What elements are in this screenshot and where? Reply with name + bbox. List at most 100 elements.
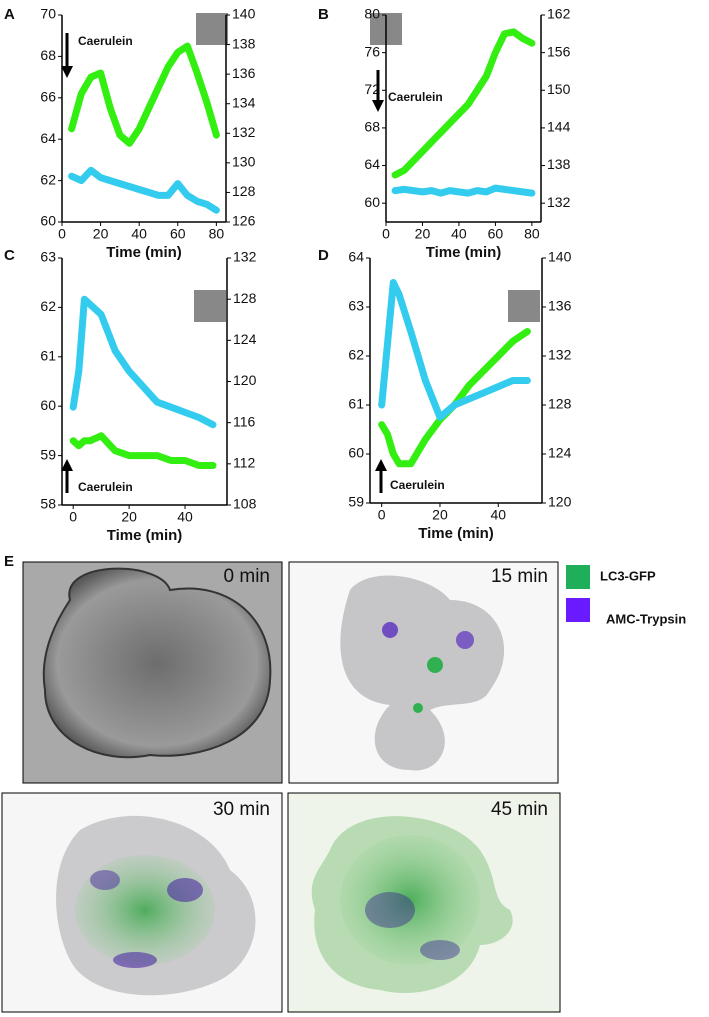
x-axis-label: Time (min) bbox=[418, 525, 494, 542]
y2-tick-label: 138 bbox=[547, 156, 571, 172]
y2-tick-label: 132 bbox=[547, 194, 571, 210]
y-tick-label: 59 bbox=[348, 494, 364, 510]
x-tick-label: 60 bbox=[170, 226, 186, 242]
x-tick-label: 40 bbox=[451, 226, 467, 242]
x-axis-label: Time (min) bbox=[106, 244, 182, 261]
micrograph-45 bbox=[287, 792, 561, 1013]
y-tick-label: 76 bbox=[364, 43, 380, 59]
y2-tick-label: 128 bbox=[232, 183, 256, 199]
micrograph-15 bbox=[288, 561, 559, 784]
thumbnail bbox=[194, 290, 226, 322]
image-time-label: 0 min bbox=[224, 566, 270, 587]
x-tick-label: 40 bbox=[131, 226, 147, 242]
y-tick-label: 62 bbox=[348, 347, 364, 363]
x-tick-label: 80 bbox=[209, 226, 225, 242]
image-time-label: 15 min bbox=[491, 566, 548, 587]
y-tick-label: 62 bbox=[40, 298, 56, 314]
y-tick-label: 64 bbox=[364, 156, 380, 172]
y2-tick-label: 130 bbox=[232, 154, 256, 170]
y2-tick-label: 150 bbox=[547, 81, 571, 97]
x-tick-label: 20 bbox=[415, 226, 431, 242]
data-line bbox=[391, 28, 536, 179]
y-tick-label: 61 bbox=[348, 396, 364, 412]
panel-label: D bbox=[318, 247, 329, 264]
y-tick-label: 61 bbox=[40, 348, 56, 364]
y2-tick-label: 120 bbox=[548, 494, 572, 510]
y-tick-label: 63 bbox=[348, 298, 364, 314]
annotation: Caerulein bbox=[388, 90, 443, 104]
y-tick-label: 58 bbox=[40, 496, 56, 512]
y-tick-label: 60 bbox=[40, 397, 56, 413]
y2-tick-label: 162 bbox=[547, 6, 571, 22]
x-tick-label: 20 bbox=[432, 507, 448, 523]
y-tick-label: 62 bbox=[40, 171, 56, 187]
panel-label: C bbox=[4, 247, 15, 264]
y2-tick-label: 136 bbox=[548, 298, 572, 314]
thumbnail bbox=[508, 290, 540, 322]
data-line bbox=[69, 295, 217, 429]
x-tick-label: 0 bbox=[58, 226, 66, 242]
y2-tick-label: 128 bbox=[233, 290, 257, 306]
y2-tick-label: 156 bbox=[547, 43, 571, 59]
y-tick-label: 70 bbox=[40, 6, 56, 22]
x-axis-label: Time (min) bbox=[107, 527, 183, 544]
image-time-label: 30 min bbox=[213, 799, 270, 820]
y-tick-label: 63 bbox=[40, 249, 56, 265]
micrograph-30 bbox=[1, 792, 283, 1013]
panel-label: B bbox=[318, 6, 329, 23]
y-tick-label: 64 bbox=[348, 249, 364, 265]
y2-tick-label: 126 bbox=[232, 213, 256, 229]
y2-tick-label: 136 bbox=[232, 65, 256, 81]
x-tick-label: 20 bbox=[93, 226, 109, 242]
image-time-label: 45 min bbox=[491, 799, 548, 820]
panel-label: A bbox=[4, 6, 15, 23]
y2-tick-label: 112 bbox=[233, 455, 256, 471]
y-tick-label: 80 bbox=[364, 6, 380, 22]
y-tick-label: 72 bbox=[364, 81, 380, 97]
data-line bbox=[69, 432, 217, 469]
legend-label: AMC-Trypsin bbox=[606, 611, 686, 626]
y2-tick-label: 132 bbox=[233, 249, 257, 265]
x-tick-label: 40 bbox=[177, 509, 193, 525]
y2-tick-label: 120 bbox=[233, 372, 257, 388]
x-tick-label: 40 bbox=[490, 507, 506, 523]
annotation: Caerulein bbox=[78, 34, 133, 48]
y2-tick-label: 132 bbox=[548, 347, 572, 363]
data-line bbox=[378, 279, 531, 421]
y2-tick-label: 140 bbox=[232, 6, 256, 22]
legend-label: LC3-GFP bbox=[600, 568, 656, 583]
y-tick-label: 60 bbox=[364, 194, 380, 210]
x-tick-label: 0 bbox=[382, 226, 390, 242]
y2-tick-label: 124 bbox=[233, 331, 257, 347]
y2-tick-label: 132 bbox=[232, 124, 256, 140]
x-tick-label: 60 bbox=[488, 226, 504, 242]
legend-swatch-lc3 bbox=[566, 565, 590, 589]
x-axis-label: Time (min) bbox=[426, 244, 502, 261]
y-tick-label: 59 bbox=[40, 446, 56, 462]
annotation: Caerulein bbox=[390, 478, 445, 492]
panel-label: E bbox=[4, 553, 14, 570]
y2-tick-label: 134 bbox=[232, 94, 256, 110]
data-line bbox=[378, 328, 531, 468]
thumbnail bbox=[196, 13, 228, 45]
y-tick-label: 64 bbox=[40, 130, 56, 146]
y2-tick-label: 128 bbox=[548, 396, 572, 412]
y-tick-label: 68 bbox=[364, 119, 380, 135]
y-tick-label: 60 bbox=[40, 213, 56, 229]
y2-tick-label: 108 bbox=[233, 496, 257, 512]
data-line bbox=[391, 184, 536, 197]
x-tick-label: 0 bbox=[378, 507, 386, 523]
y-tick-label: 66 bbox=[40, 89, 56, 105]
x-tick-label: 20 bbox=[121, 509, 137, 525]
data-line bbox=[68, 42, 220, 147]
y-tick-label: 68 bbox=[40, 47, 56, 63]
y2-tick-label: 144 bbox=[547, 119, 571, 135]
micrograph-0 bbox=[22, 561, 283, 784]
legend-swatch-trypsin bbox=[566, 598, 590, 622]
y-tick-label: 60 bbox=[348, 445, 364, 461]
y2-tick-label: 116 bbox=[233, 413, 256, 429]
x-tick-label: 0 bbox=[69, 509, 77, 525]
y2-tick-label: 138 bbox=[232, 35, 256, 51]
